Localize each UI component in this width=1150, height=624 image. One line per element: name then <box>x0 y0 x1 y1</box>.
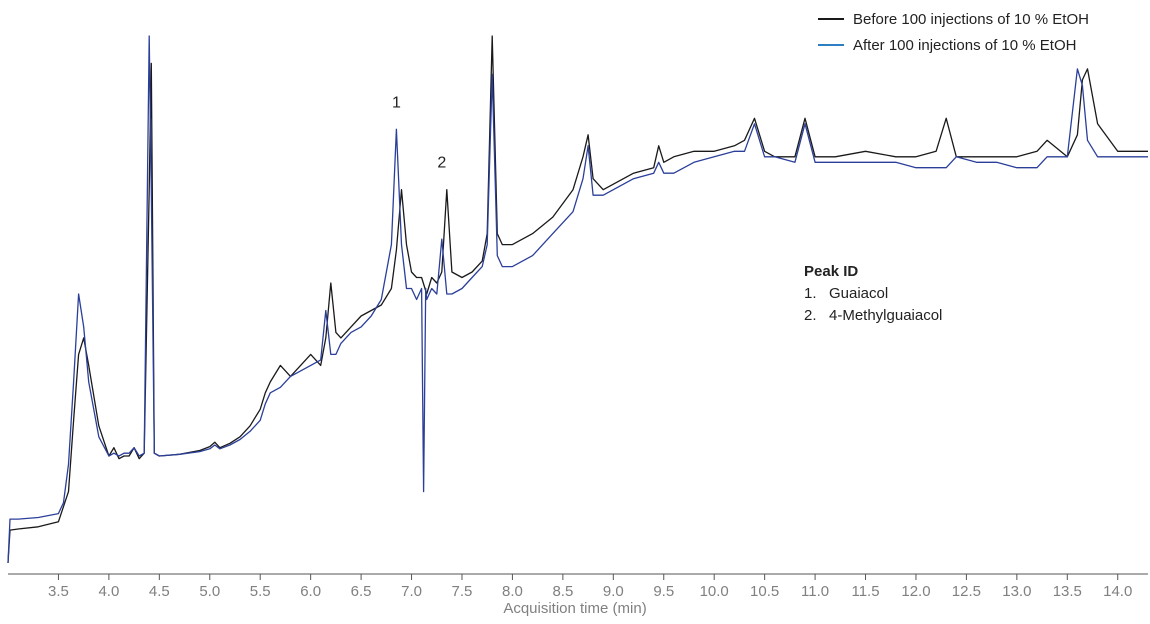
x-tick-label: 3.5 <box>48 583 69 600</box>
peak-annotation: 2 <box>437 155 446 172</box>
peak-id-title: Peak ID <box>804 263 859 280</box>
legend: Before 100 injections of 10 % EtOH After… <box>818 6 1089 58</box>
legend-item-after: After 100 injections of 10 % EtOH <box>818 32 1089 58</box>
x-tick-label: 8.0 <box>502 583 523 600</box>
x-tick-label: 10.0 <box>700 583 729 600</box>
x-tick-label: 4.5 <box>149 583 170 600</box>
x-tick-label: 9.5 <box>653 583 674 600</box>
x-tick-label: 14.0 <box>1103 583 1132 600</box>
x-tick-label: 8.5 <box>552 583 573 600</box>
x-tick-label: 13.0 <box>1002 583 1031 600</box>
legend-item-before: Before 100 injections of 10 % EtOH <box>818 6 1089 32</box>
x-axis-label: Acquisition time (min) <box>503 600 647 617</box>
peak-id-box: Peak ID 1. Guaiacol 2. 4-Methylguaiacol <box>804 261 942 327</box>
x-tick-label: 13.5 <box>1053 583 1082 600</box>
series-line-before <box>7 35 1148 564</box>
peak-id-number: 2. <box>804 307 817 324</box>
x-tick-label: 6.0 <box>300 583 321 600</box>
x-tick-label: 9.0 <box>603 583 624 600</box>
x-tick-label: 5.5 <box>250 583 271 600</box>
x-tick-label: 7.0 <box>401 583 422 600</box>
peak-annotation: 1 <box>392 94 401 111</box>
x-tick-label: 7.5 <box>452 583 473 600</box>
legend-swatch-after <box>818 43 844 47</box>
x-tick-label: 4.0 <box>98 583 119 600</box>
legend-label-before: Before 100 injections of 10 % EtOH <box>853 10 1089 28</box>
x-tick-label: 5.0 <box>199 583 220 600</box>
x-tick-label: 12.0 <box>901 583 930 600</box>
x-tick-label: 11.0 <box>801 583 829 600</box>
legend-swatch-before <box>818 17 844 21</box>
x-tick-label: 6.5 <box>351 583 372 600</box>
x-tick-label: 10.5 <box>750 583 779 600</box>
peak-id-name: 4-Methylguaiacol <box>829 307 943 324</box>
series-line-after <box>7 35 1148 564</box>
peak-id-item: 1. Guaiacol <box>804 283 942 305</box>
peak-id-name: Guaiacol <box>829 285 889 302</box>
x-tick-label: 12.5 <box>952 583 981 600</box>
x-tick-label: 11.5 <box>851 583 879 600</box>
peak-id-item: 2. 4-Methylguaiacol <box>804 305 942 327</box>
legend-label-after: After 100 injections of 10 % EtOH <box>853 36 1077 54</box>
peak-id-number: 1. <box>804 285 817 302</box>
